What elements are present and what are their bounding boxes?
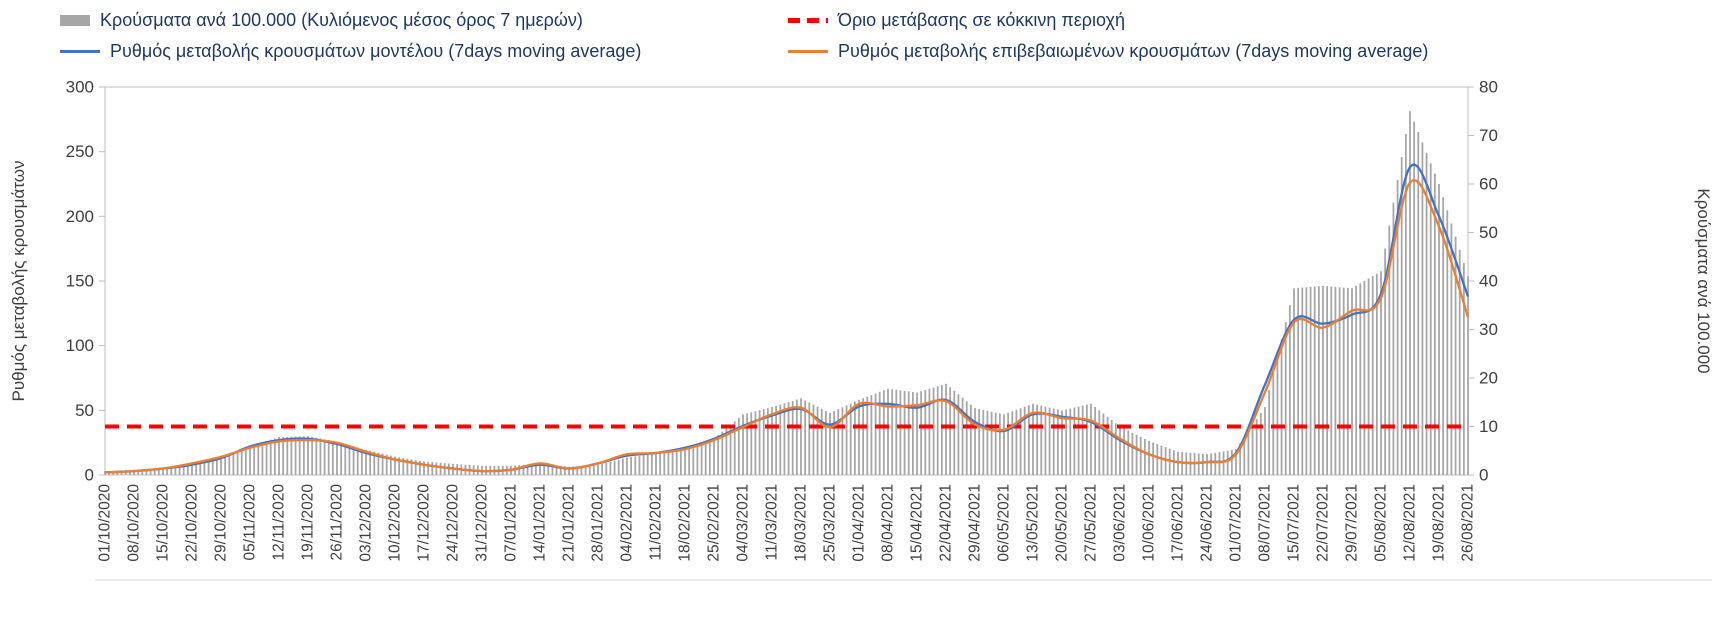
x-axis-date-label: 31/12/2020 bbox=[474, 484, 491, 562]
confirmed-rate-line bbox=[104, 179, 1470, 474]
legend-item-confirmed-rate: Ρυθμός μεταβολής επιβεβαιωμένων κρουσμάτ… bbox=[788, 41, 1428, 62]
x-axis-date-label: 07/01/2021 bbox=[503, 484, 520, 562]
left-axis-tick-label: 150 bbox=[66, 272, 94, 291]
x-axis-date-label: 01/07/2021 bbox=[1228, 484, 1245, 562]
right-axis-tick-label: 50 bbox=[1479, 223, 1498, 242]
x-axis-date-label: 29/10/2020 bbox=[213, 484, 230, 562]
x-axis-date-label: 04/02/2021 bbox=[619, 484, 636, 562]
x-axis-date-label: 10/06/2021 bbox=[1141, 484, 1158, 562]
left-axis-tick-label: 300 bbox=[66, 78, 94, 97]
x-axis-date-label: 25/02/2021 bbox=[706, 484, 723, 562]
legend-item-model-rate: Ρυθμός μεταβολής κρουσμάτων μοντέλου (7d… bbox=[60, 41, 641, 62]
left-axis-tick-label: 50 bbox=[75, 401, 94, 420]
x-axis-date-label: 03/06/2021 bbox=[1112, 484, 1129, 562]
x-axis-date-label: 11/02/2021 bbox=[648, 484, 665, 560]
legend: Κρούσματα ανά 100.000 (Κυλιόμενος μέσος … bbox=[0, 0, 1712, 75]
x-axis-date-label: 18/02/2021 bbox=[677, 484, 694, 562]
x-axis-date-label: 19/11/2020 bbox=[300, 484, 317, 561]
x-axis-date-label: 19/08/2021 bbox=[1431, 484, 1448, 562]
legend-label-confirmed-rate: Ρυθμός μεταβολής επιβεβαιωμένων κρουσμάτ… bbox=[838, 41, 1429, 61]
legend-item-red-zone-threshold: Όριο μετάβασης σε κόκκινη περιοχή bbox=[788, 10, 1125, 31]
x-axis-date-label: 22/04/2021 bbox=[938, 484, 955, 562]
x-axis-date-label: 26/11/2020 bbox=[329, 484, 346, 561]
x-axis-date-label: 10/12/2020 bbox=[387, 484, 404, 562]
x-axis-date-label: 15/10/2020 bbox=[155, 484, 172, 562]
bar-series-marker bbox=[60, 15, 90, 26]
x-axis-date-label: 11/03/2021 bbox=[764, 484, 781, 560]
x-axis-date-label: 01/04/2021 bbox=[851, 484, 868, 562]
x-axis-date-label: 17/12/2020 bbox=[416, 484, 433, 562]
x-axis-date-label: 22/07/2021 bbox=[1315, 484, 1332, 562]
x-axis-date-label: 01/10/2020 bbox=[97, 484, 114, 562]
x-axis-date-label: 13/05/2021 bbox=[1025, 484, 1042, 562]
x-axis-date-label: 12/08/2021 bbox=[1402, 484, 1419, 562]
confirmed-line-marker bbox=[788, 50, 828, 53]
chart-plot-area: 0 50 100 150 200 250 300 0 10 20 30 40 50 60 70 80 01/10… bbox=[9, 78, 1712, 581]
x-axis-date-label: 22/10/2020 bbox=[184, 484, 201, 562]
cases-bars-series bbox=[104, 111, 1469, 476]
x-axis-date-label: 15/07/2021 bbox=[1286, 484, 1303, 562]
x-axis-date-label: 18/03/2021 bbox=[793, 484, 810, 562]
right-axis-tick-label: 40 bbox=[1479, 272, 1498, 291]
x-axis-date-label: 14/01/2021 bbox=[532, 484, 549, 562]
right-axis-tick-label: 20 bbox=[1479, 369, 1498, 388]
x-axis-date-label: 24/12/2020 bbox=[445, 484, 462, 562]
x-axis-date-label: 05/11/2020 bbox=[242, 484, 259, 561]
right-axis-tick-label: 80 bbox=[1479, 78, 1498, 97]
right-axis-tick-label: 10 bbox=[1479, 417, 1498, 436]
right-axis-title: Κρούσματα ανά 100.000 bbox=[1694, 188, 1712, 373]
x-axis-date-label: 06/05/2021 bbox=[996, 484, 1013, 562]
left-axis-tick-label: 100 bbox=[66, 336, 94, 355]
model-line-marker bbox=[60, 50, 100, 53]
right-axis-tick-label: 60 bbox=[1479, 175, 1498, 194]
right-axis-tick-label: 30 bbox=[1479, 320, 1498, 339]
left-axis-tick-label: 250 bbox=[66, 142, 94, 161]
x-axis-date-label: 20/05/2021 bbox=[1054, 484, 1071, 562]
model-rate-line bbox=[104, 163, 1470, 474]
legend-label-red-zone-threshold: Όριο μετάβασης σε κόκκινη περιοχή bbox=[838, 10, 1126, 30]
x-axis-date-label: 26/08/2021 bbox=[1460, 484, 1477, 562]
x-axis-date-label: 29/04/2021 bbox=[967, 484, 984, 562]
x-axis-date-label: 24/06/2021 bbox=[1199, 484, 1216, 562]
x-axis-date-label: 04/03/2021 bbox=[735, 484, 752, 562]
x-axis-date-label: 27/05/2021 bbox=[1083, 484, 1100, 562]
plot-border bbox=[104, 86, 1469, 476]
x-axis-date-label: 21/01/2021 bbox=[561, 484, 578, 562]
x-axis-date-label: 29/07/2021 bbox=[1344, 484, 1361, 562]
x-axis-date-label: 17/06/2021 bbox=[1170, 484, 1187, 562]
x-axis-date-label: 03/12/2020 bbox=[358, 484, 375, 562]
legend-item-cases-per-100k: Κρούσματα ανά 100.000 (Κυλιόμενος μέσος … bbox=[60, 10, 583, 31]
legend-label-model-rate: Ρυθμός μεταβολής κρουσμάτων μοντέλου (7d… bbox=[110, 41, 642, 61]
x-axis-date-label: 08/04/2021 bbox=[880, 484, 897, 562]
x-axis-date-label: 15/04/2021 bbox=[909, 484, 926, 562]
left-axis-title: Ρυθμός μεταβολής κρουσμάτων bbox=[9, 161, 28, 402]
x-axis-date-label: 08/07/2021 bbox=[1257, 484, 1274, 562]
left-axis-tick-label: 0 bbox=[85, 466, 94, 485]
legend-label-cases-per-100k: Κρούσματα ανά 100.000 (Κυλιόμενος μέσος … bbox=[100, 10, 583, 30]
x-axis-date-label: 12/11/2020 bbox=[271, 484, 288, 561]
right-axis-tick-label: 0 bbox=[1479, 466, 1488, 485]
x-axis-date-label: 25/03/2021 bbox=[822, 484, 839, 562]
right-axis-tick-label: 70 bbox=[1479, 126, 1498, 145]
left-axis-tick-label: 200 bbox=[66, 207, 94, 226]
threshold-series-marker bbox=[788, 18, 828, 23]
x-axis-date-label: 28/01/2021 bbox=[590, 484, 607, 562]
x-axis-date-label: 05/08/2021 bbox=[1373, 484, 1390, 562]
x-axis-date-label: 08/10/2020 bbox=[126, 484, 143, 562]
